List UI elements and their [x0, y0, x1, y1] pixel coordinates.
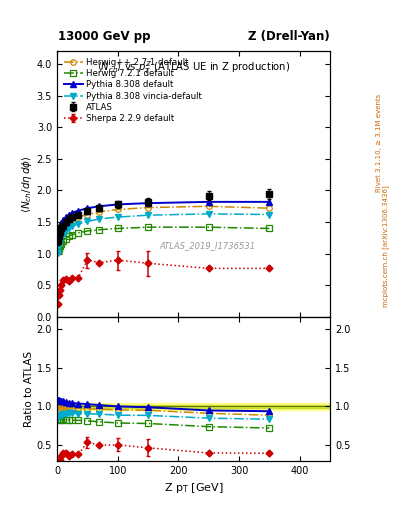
- Pythia 8.308 default: [146, 200, 151, 206]
- Pythia 8.308 default: [61, 217, 65, 223]
- Herwig 7.2.1 default: [59, 241, 64, 247]
- Herwig 7.2.1 default: [55, 247, 60, 253]
- Herwig++ 2.7.1 default: [85, 211, 90, 218]
- X-axis label: Z p$_\mathregular{T}$ [GeV]: Z p$_\mathregular{T}$ [GeV]: [163, 481, 224, 495]
- Pythia 8.308 vincia-default: [59, 235, 64, 241]
- Pythia 8.308 default: [70, 209, 75, 216]
- Herwig 7.2.1 default: [67, 233, 72, 239]
- Pythia 8.308 vincia-default: [115, 214, 120, 220]
- Herwig 7.2.1 default: [206, 224, 211, 230]
- Pythia 8.308 vincia-default: [70, 223, 75, 229]
- Herwig++ 2.7.1 default: [70, 216, 75, 222]
- Pythia 8.308 vincia-default: [97, 216, 102, 222]
- Text: ATLAS_2019_I1736531: ATLAS_2019_I1736531: [159, 241, 255, 250]
- Text: 13000 GeV pp: 13000 GeV pp: [58, 30, 151, 44]
- Pythia 8.308 default: [97, 203, 102, 209]
- Pythia 8.308 vincia-default: [64, 228, 68, 234]
- Herwig 7.2.1 default: [146, 224, 151, 230]
- Herwig 7.2.1 default: [267, 225, 272, 231]
- Herwig++ 2.7.1 default: [64, 220, 68, 226]
- Line: Pythia 8.308 vincia-default: Pythia 8.308 vincia-default: [55, 211, 272, 255]
- Pythia 8.308 default: [267, 199, 272, 205]
- Herwig++ 2.7.1 default: [115, 206, 120, 212]
- Herwig++ 2.7.1 default: [61, 224, 65, 230]
- Line: Herwig++ 2.7.1 default: Herwig++ 2.7.1 default: [55, 203, 272, 241]
- Herwig++ 2.7.1 default: [55, 235, 60, 241]
- Pythia 8.308 default: [206, 199, 211, 205]
- Y-axis label: Ratio to ATLAS: Ratio to ATLAS: [24, 351, 34, 427]
- Pythia 8.308 vincia-default: [206, 211, 211, 217]
- Pythia 8.308 default: [67, 211, 72, 218]
- Herwig++ 2.7.1 default: [76, 214, 81, 220]
- Herwig 7.2.1 default: [70, 232, 75, 238]
- Herwig 7.2.1 default: [97, 227, 102, 233]
- Herwig 7.2.1 default: [115, 225, 120, 231]
- Pythia 8.308 vincia-default: [146, 212, 151, 218]
- Text: Z (Drell-Yan): Z (Drell-Yan): [248, 30, 329, 44]
- Legend: Herwig++ 2.7.1 default, Herwig 7.2.1 default, Pythia 8.308 default, Pythia 8.308: Herwig++ 2.7.1 default, Herwig 7.2.1 def…: [61, 55, 205, 125]
- Herwig 7.2.1 default: [85, 228, 90, 234]
- Text: mcplots.cern.ch [arXiv:1306.3436]: mcplots.cern.ch [arXiv:1306.3436]: [382, 185, 389, 307]
- Herwig++ 2.7.1 default: [67, 218, 72, 224]
- Pythia 8.308 vincia-default: [76, 221, 81, 227]
- Bar: [57, 402, 330, 410]
- Pythia 8.308 vincia-default: [85, 219, 90, 225]
- Pythia 8.308 default: [59, 220, 64, 226]
- Line: Herwig 7.2.1 default: Herwig 7.2.1 default: [55, 224, 272, 253]
- Herwig 7.2.1 default: [57, 246, 61, 252]
- Herwig++ 2.7.1 default: [59, 227, 64, 233]
- Text: Rivet 3.1.10, ≥ 3.1M events: Rivet 3.1.10, ≥ 3.1M events: [376, 94, 382, 193]
- Herwig 7.2.1 default: [61, 238, 65, 244]
- Line: Pythia 8.308 default: Pythia 8.308 default: [55, 199, 272, 238]
- Text: $\langle N_{ch}\rangle$ vs $p_T^Z$ (ATLAS UE in Z production): $\langle N_{ch}\rangle$ vs $p_T^Z$ (ATLA…: [97, 59, 290, 76]
- Herwig 7.2.1 default: [58, 243, 62, 249]
- Pythia 8.308 default: [115, 201, 120, 207]
- Herwig++ 2.7.1 default: [146, 204, 151, 210]
- Herwig++ 2.7.1 default: [206, 203, 211, 209]
- Herwig 7.2.1 default: [64, 236, 68, 242]
- Pythia 8.308 vincia-default: [58, 238, 62, 244]
- Pythia 8.308 default: [58, 223, 62, 229]
- Herwig++ 2.7.1 default: [57, 233, 61, 239]
- Herwig++ 2.7.1 default: [267, 205, 272, 211]
- Pythia 8.308 default: [76, 208, 81, 214]
- Pythia 8.308 vincia-default: [57, 243, 61, 249]
- Pythia 8.308 default: [64, 214, 68, 220]
- Pythia 8.308 vincia-default: [267, 211, 272, 218]
- Herwig++ 2.7.1 default: [97, 209, 102, 215]
- Pythia 8.308 vincia-default: [61, 232, 65, 238]
- Bar: [57, 405, 330, 408]
- Y-axis label: $\langle N_{ch}/d\eta\,d\phi\rangle$: $\langle N_{ch}/d\eta\,d\phi\rangle$: [20, 155, 34, 213]
- Herwig++ 2.7.1 default: [58, 230, 62, 237]
- Herwig 7.2.1 default: [76, 230, 81, 236]
- Pythia 8.308 vincia-default: [55, 249, 60, 255]
- Pythia 8.308 default: [85, 205, 90, 211]
- Pythia 8.308 default: [55, 232, 60, 238]
- Pythia 8.308 vincia-default: [67, 225, 72, 231]
- Pythia 8.308 default: [57, 227, 61, 233]
